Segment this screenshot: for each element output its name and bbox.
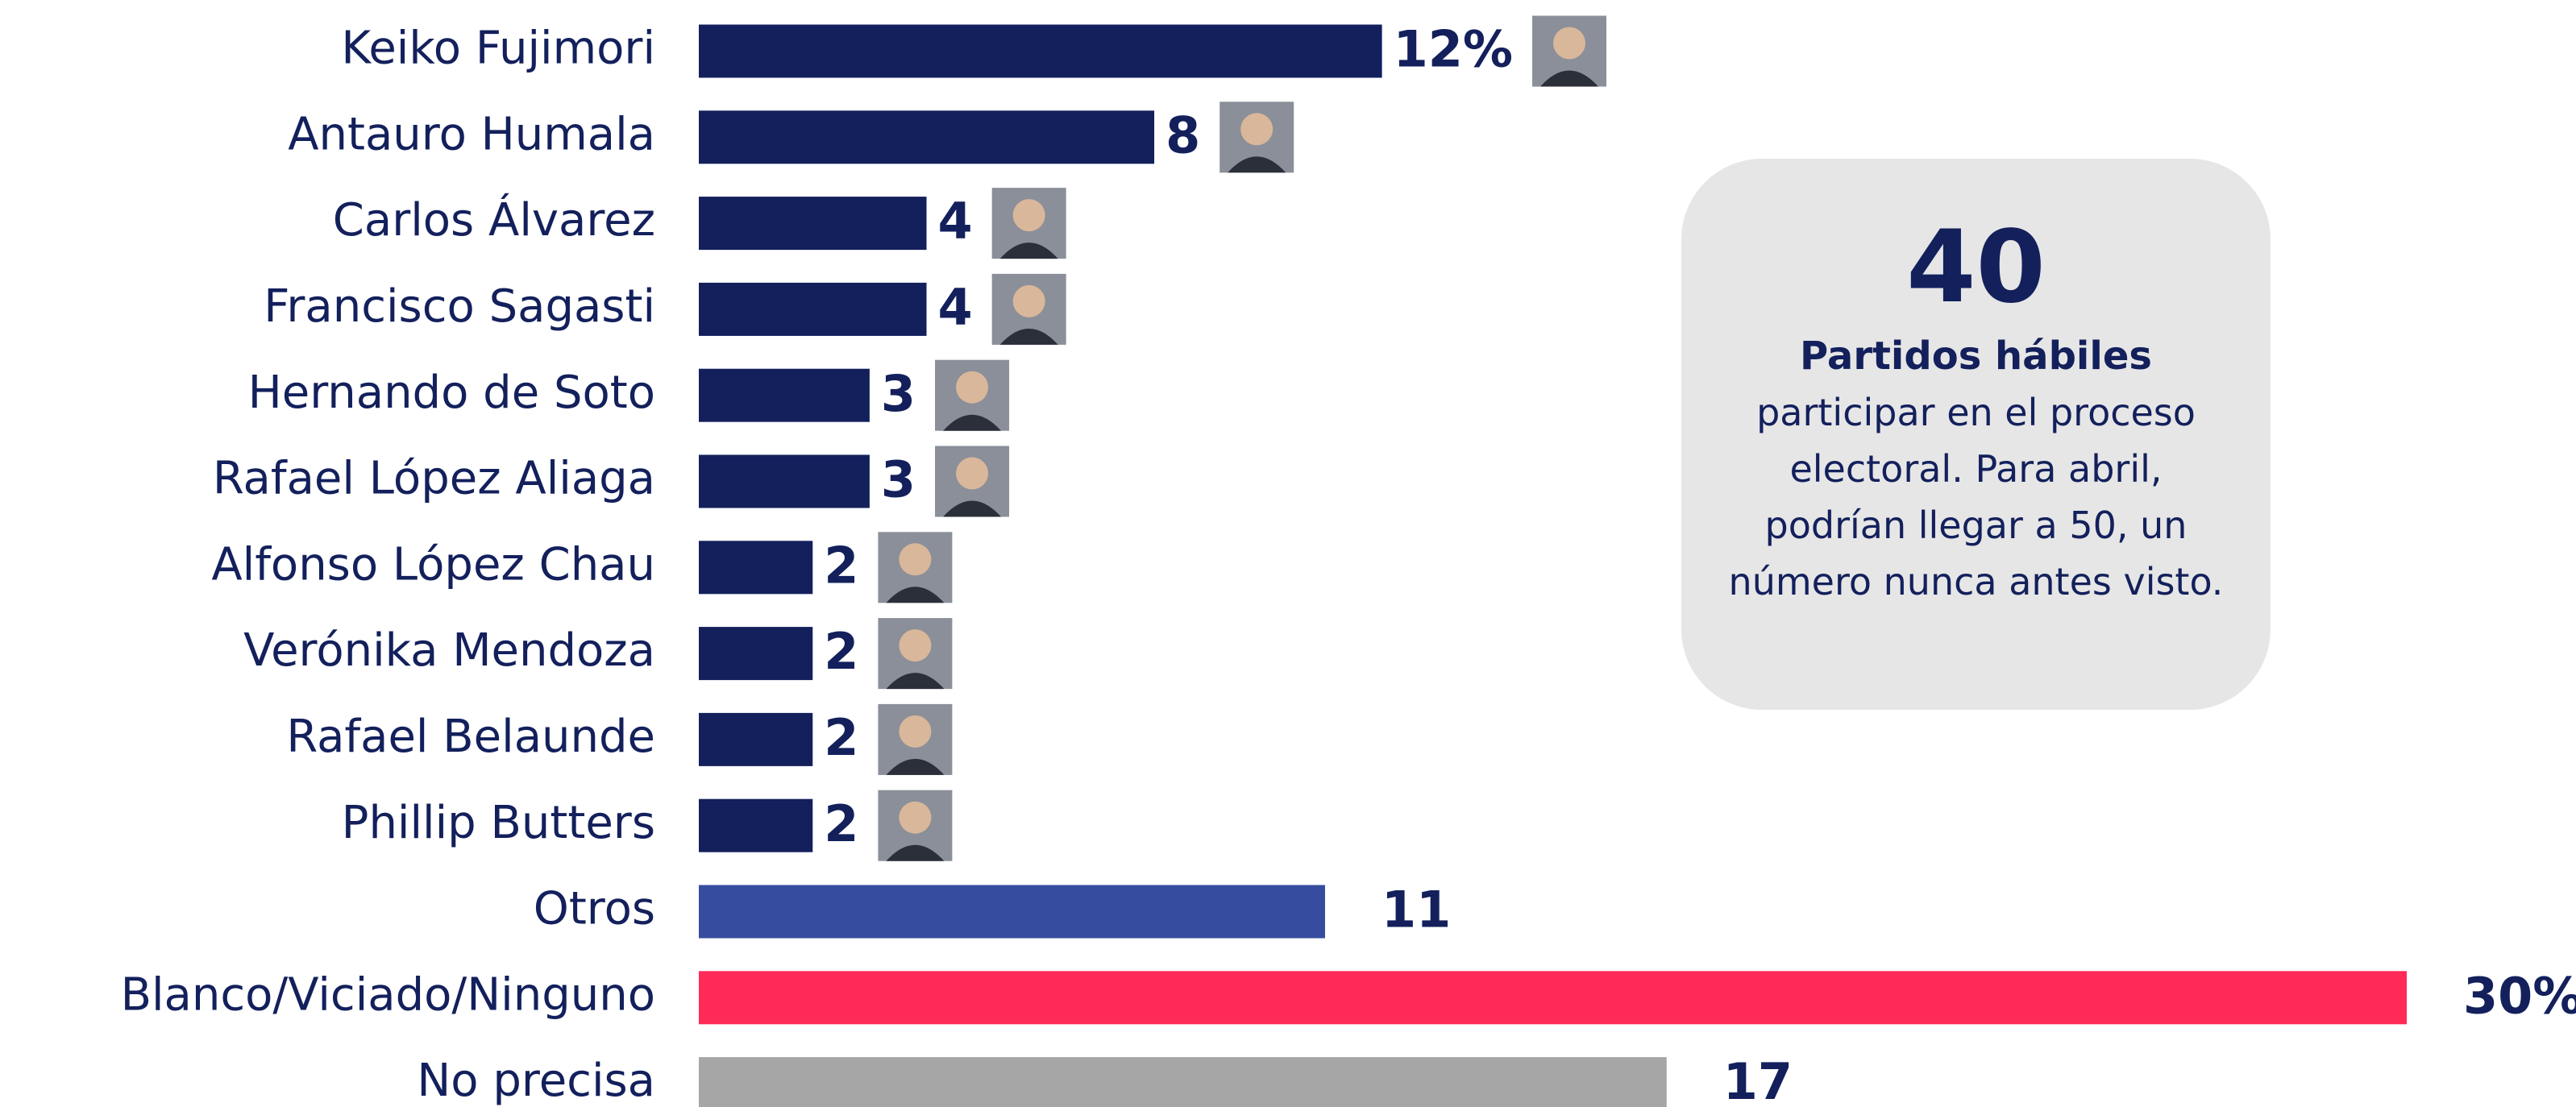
photo-head xyxy=(956,458,988,490)
category-label: Phillip Butters xyxy=(342,797,655,849)
bar xyxy=(699,971,2407,1024)
value-label: 3 xyxy=(881,450,916,509)
value-label: 4 xyxy=(938,192,973,251)
value-label: 2 xyxy=(824,536,858,595)
bar xyxy=(699,25,1382,78)
info-box: 40 Partidos hábiles participar en el pro… xyxy=(1681,159,2271,710)
category-label: Rafael Belaunde xyxy=(286,711,655,763)
value-label: 2 xyxy=(824,708,858,767)
info-text: participar en el proceso electoral. Para… xyxy=(1722,384,2230,610)
candidate-photo xyxy=(992,274,1066,345)
value-label: 2 xyxy=(824,622,858,681)
value-label: 8 xyxy=(1165,106,1200,164)
candidate-photo xyxy=(1219,102,1294,172)
photo-head xyxy=(1013,199,1045,231)
bar xyxy=(699,799,812,852)
photo-head xyxy=(1240,113,1273,145)
value-label: 17 xyxy=(1723,1052,1793,1107)
candidate-photo xyxy=(992,188,1066,259)
photo-head xyxy=(899,543,931,575)
category-label: No precisa xyxy=(417,1055,655,1107)
bar xyxy=(699,713,812,766)
bar xyxy=(699,455,870,508)
category-label: Otros xyxy=(534,883,655,935)
category-label: Blanco/Viciado/Ninguno xyxy=(121,968,655,1021)
page: {"chart_data": {"type": "bar", "orientat… xyxy=(0,0,2576,1107)
category-label: Antauro Humala xyxy=(288,108,655,160)
category-label: Rafael López Aliaga xyxy=(213,453,655,505)
value-label: 30% xyxy=(2463,966,2576,1025)
bar xyxy=(699,541,812,594)
category-label: Alfonso López Chau xyxy=(211,538,655,591)
candidate-photo xyxy=(935,360,1009,431)
info-title: Partidos hábiles xyxy=(1722,328,2230,384)
photo-head xyxy=(1553,27,1585,60)
bar xyxy=(699,885,1325,939)
bar xyxy=(699,369,870,422)
bar xyxy=(699,110,1154,164)
value-label: 4 xyxy=(938,278,973,337)
category-label: Francisco Sagasti xyxy=(264,280,655,333)
bar xyxy=(699,283,927,336)
candidate-photo xyxy=(878,618,952,689)
value-label: 12% xyxy=(1394,20,1513,79)
value-label: 3 xyxy=(881,364,916,423)
bar xyxy=(699,1057,1667,1107)
value-label: 2 xyxy=(824,794,858,853)
bar xyxy=(699,197,927,250)
candidate-photo xyxy=(878,704,952,775)
info-number: 40 xyxy=(1722,207,2230,328)
candidate-photo xyxy=(1532,16,1606,87)
candidate-photo xyxy=(878,532,952,603)
photo-head xyxy=(1013,285,1045,317)
photo-head xyxy=(956,371,988,404)
category-label: Verónika Mendoza xyxy=(243,624,655,677)
candidate-photo xyxy=(878,790,952,861)
photo-head xyxy=(899,802,931,834)
category-label: Keiko Fujimori xyxy=(341,23,655,75)
photo-head xyxy=(899,629,931,661)
category-label: Carlos Álvarez xyxy=(333,194,655,247)
candidate-photo xyxy=(935,446,1009,517)
photo-head xyxy=(899,715,931,748)
category-label: Hernando de Soto xyxy=(248,367,655,419)
value-label: 11 xyxy=(1381,881,1451,939)
bar xyxy=(699,627,812,680)
